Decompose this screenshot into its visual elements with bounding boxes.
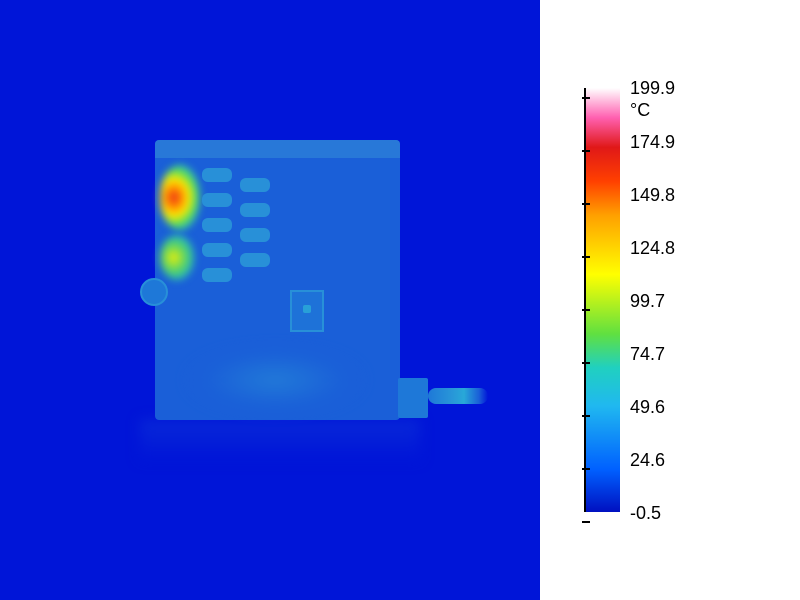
vent-slot	[202, 193, 232, 207]
legend-tick	[582, 415, 590, 417]
legend-tick	[582, 521, 590, 523]
port-indicator	[303, 305, 311, 313]
legend-label: 49.6	[630, 397, 665, 418]
knob-left	[140, 278, 168, 306]
hotspot-secondary	[160, 235, 194, 280]
vent-slot	[202, 218, 232, 232]
hotspot-primary	[160, 165, 200, 230]
legend-label: 74.7	[630, 344, 665, 365]
vent-slot	[240, 253, 270, 267]
legend-label: 149.8	[630, 185, 675, 206]
warm-haze	[190, 350, 360, 410]
legend-label: 99.7	[630, 291, 665, 312]
vent-slot	[202, 168, 232, 182]
cable-fade	[428, 388, 488, 404]
base-shadow	[140, 420, 420, 460]
legend-tick	[582, 362, 590, 364]
legend-tick	[582, 256, 590, 258]
legend-labels: 199.9 °C 174.9 149.8 124.8 99.7 74.7 49.6 24.6…	[630, 78, 760, 522]
legend-tick	[582, 150, 590, 152]
legend-tick	[582, 468, 590, 470]
vent-slot	[202, 243, 232, 257]
legend-tick	[582, 309, 590, 311]
legend-label: 174.9	[630, 132, 675, 153]
connector-right	[398, 378, 428, 418]
port-panel	[290, 290, 324, 332]
color-legend: 199.9 °C 174.9 149.8 124.8 99.7 74.7 49.6 24.6…	[580, 78, 760, 522]
device-top-edge	[155, 140, 400, 158]
thermal-image	[0, 0, 540, 600]
legend-label: -0.5	[630, 503, 661, 524]
legend-bar-wrap	[580, 78, 620, 522]
legend-bar-axis	[584, 88, 620, 512]
vent-slot	[240, 178, 270, 192]
legend-tick	[582, 203, 590, 205]
vent-slot	[240, 203, 270, 217]
vent-slot	[202, 268, 232, 282]
legend-tick	[582, 97, 590, 99]
legend-label: 124.8	[630, 238, 675, 259]
legend-label: 24.6	[630, 450, 665, 471]
legend-unit: °C	[630, 100, 650, 121]
vent-slot	[240, 228, 270, 242]
legend-top-value: 199.9	[630, 78, 675, 99]
